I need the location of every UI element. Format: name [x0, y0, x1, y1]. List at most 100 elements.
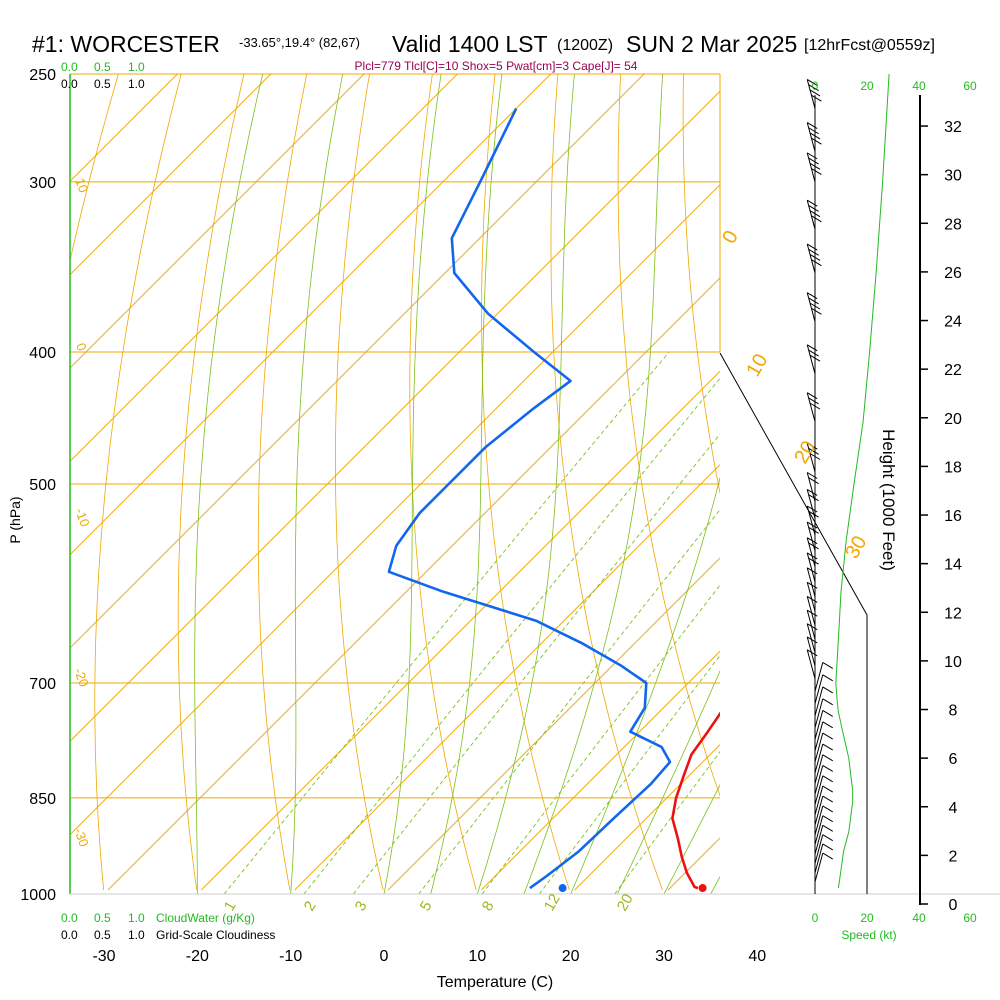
cloudiness-label: Grid-Scale Cloudiness	[156, 928, 275, 942]
wind-barb-flag	[811, 168, 822, 175]
wind-barb	[814, 815, 834, 845]
wind-barb	[806, 292, 822, 322]
pressure-tick-label: 250	[29, 67, 56, 84]
mixing-ratio-line	[538, 654, 720, 894]
wind-barb	[814, 732, 834, 763]
wind-barb-flag	[822, 764, 834, 772]
height-tick-label: 12	[944, 605, 962, 622]
series-dewpoint-line	[387, 107, 672, 890]
isotherm-line	[70, 74, 552, 556]
moist-adiabat-line	[616, 670, 720, 894]
isotherm-line	[70, 74, 272, 276]
wind-barb-staff	[806, 472, 816, 502]
wind-barb	[814, 686, 834, 717]
series-parcel-line	[739, 621, 792, 704]
wind-barb-flag	[806, 243, 818, 251]
height-tick-label: 26	[944, 265, 962, 282]
wind-barb-staff	[806, 243, 816, 274]
pressure-tick-label: 850	[29, 791, 56, 808]
isotherm-line	[480, 650, 720, 891]
wind-barb-flag	[806, 392, 818, 400]
wind-barb-flag	[806, 636, 818, 644]
dry-adiabat-line	[481, 74, 570, 891]
wind-barb-flag	[809, 162, 821, 170]
dry-adiabat-line	[257, 74, 308, 891]
wind-barb-staff	[806, 200, 816, 230]
utc-time: (1200Z)	[557, 37, 613, 54]
pressure-tick-label: 1000	[20, 887, 56, 904]
wind-barb-staff	[806, 344, 816, 374]
wind-barb-flag	[811, 259, 822, 267]
speed-tick-top-0: 0	[812, 79, 819, 93]
temperature-tick-label: 10	[468, 948, 486, 965]
temperature-tick-label: -20	[186, 948, 209, 965]
wind-barb-flag	[809, 132, 821, 140]
wind-barb-flag	[806, 122, 818, 129]
wind-barb	[806, 152, 822, 182]
wind-barb-staff	[806, 505, 816, 536]
moist-adiabat-line	[290, 74, 344, 894]
temperature-tick-label: -10	[279, 948, 302, 965]
wind-barb-staff	[814, 785, 824, 816]
cloudiness-tick-top-0: 0.0	[61, 77, 78, 91]
wind-barb-staff	[814, 674, 824, 704]
speed-panel-outline	[719, 352, 868, 894]
wind-barb-staff	[814, 710, 824, 740]
wind-barb-staff	[814, 843, 824, 874]
isotherm-line	[70, 74, 178, 183]
isotherm-line	[70, 184, 720, 836]
wind-barb	[814, 764, 834, 795]
speed-tick-top-3: 60	[963, 79, 977, 93]
wind-barb-flag	[806, 292, 818, 300]
wind-barb-flag	[808, 397, 819, 405]
height-tick-label: 6	[949, 751, 958, 768]
height-tick-label: 8	[949, 703, 958, 720]
wind-barb-flag	[822, 843, 834, 851]
wind-barb-flag	[806, 442, 818, 450]
dry-adiabat-line	[177, 74, 245, 891]
wind-barb	[806, 79, 822, 109]
wind-panel	[719, 73, 890, 894]
wind-barb-flag	[808, 157, 819, 165]
wind-barb-flag	[808, 297, 819, 305]
mixing-ratio-label: 8	[479, 898, 498, 914]
moist-adiabat-line	[710, 876, 720, 894]
wind-barb-flag	[811, 94, 822, 102]
isotherm-label: -30	[71, 826, 92, 849]
moist-adiabat-line	[663, 784, 720, 894]
wind-barb-staff	[806, 392, 816, 422]
wind-barb-flag	[809, 302, 821, 310]
wind-barb-flag	[808, 127, 819, 135]
speed-tick-top-2: 40	[912, 79, 926, 93]
surface-dewpoint-point	[558, 884, 567, 893]
isotherm-label: -20	[71, 666, 92, 689]
wind-barb-flag	[808, 477, 819, 485]
wind-barb-flag	[822, 721, 834, 729]
cloudwater-tick-top-0: 0.0	[61, 60, 78, 74]
speed-axis-label: Speed (kt)	[841, 928, 896, 942]
moist-adiabat-line	[570, 476, 720, 894]
isotherm-label: -10	[72, 506, 93, 529]
forecast-info: [12hrFcst@0559z]	[804, 37, 935, 54]
wind-barb-staff	[806, 649, 816, 679]
wind-barb	[814, 843, 834, 874]
mixing-ratio-label: 20	[614, 891, 637, 914]
mixing-ratio-line	[614, 750, 720, 894]
height-tick-label: 18	[944, 459, 962, 476]
wind-barb-staff	[806, 623, 816, 653]
moist-adiabat-line	[523, 74, 663, 894]
isotherm-label: 0	[718, 227, 743, 248]
wind-barb-staff	[806, 582, 816, 612]
temperature-tick-label: 0	[380, 948, 389, 965]
height-tick-label: 0	[949, 897, 958, 914]
wind-barb-staff	[814, 662, 824, 692]
wind-barb	[806, 122, 822, 152]
moist-adiabat-line	[430, 74, 503, 894]
surface-temp-point	[698, 884, 707, 893]
dry-adiabat-line	[935, 74, 1000, 890]
wind-speed-profile-line	[835, 73, 890, 889]
wind-barb-staff	[814, 852, 824, 883]
wind-barb-staff	[814, 698, 824, 728]
mixing-ratio-line	[303, 377, 720, 894]
isotherm-label: 10	[742, 350, 772, 380]
